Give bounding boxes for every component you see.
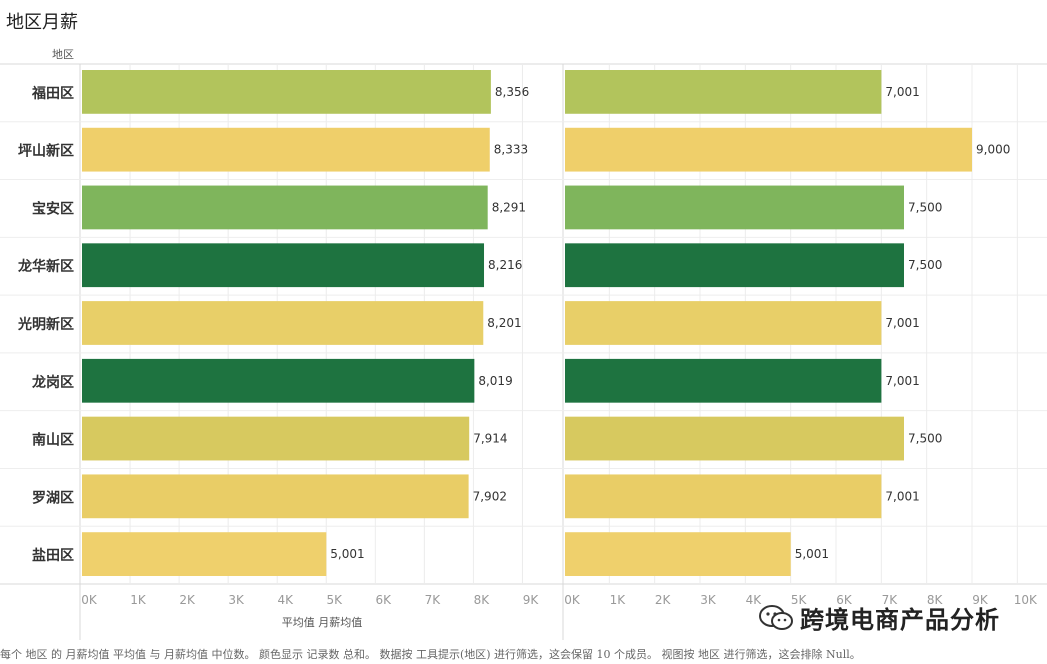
footnote: 每个 地区 的 月薪均值 平均值 与 月薪均值 中位数。 颜色显示 记录数 总和… — [0, 648, 861, 661]
panel-mean-salary: 0K 1K 2K 3K 4K 5K 6K 7K 8K 9K 8,356 8,333 8,291 8,216… — [81, 64, 539, 629]
bar — [565, 243, 904, 288]
x-axis-title: 平均值 月薪均值 — [282, 616, 363, 629]
x-tick-label: 9K — [523, 593, 540, 607]
bar — [565, 185, 904, 230]
bar — [82, 416, 470, 461]
data-label: 7,001 — [885, 316, 919, 330]
row-header-label: 地区 — [52, 48, 74, 61]
bar — [82, 70, 491, 114]
category-label: 南山区 — [32, 432, 74, 449]
category-label: 坪山新区 — [18, 143, 74, 160]
category-label: 盐田区 — [32, 547, 74, 564]
category-label: 龙华新区 — [17, 258, 74, 275]
bar — [565, 474, 882, 519]
chart-frame — [0, 63, 1047, 640]
category-label: 宝安区 — [32, 200, 74, 217]
x-tick-label: 9K — [972, 593, 989, 607]
data-label: 7,001 — [885, 374, 919, 388]
category-label: 光明新区 — [17, 316, 74, 333]
x-tick-label: 8K — [474, 593, 491, 607]
category-label: 福田区 — [31, 85, 74, 102]
data-label: 8,201 — [487, 316, 521, 330]
bar — [82, 532, 327, 576]
data-label: 5,001 — [795, 547, 829, 561]
chart-title: 地区月薪 — [6, 12, 78, 33]
category-label: 龙岗区 — [31, 374, 74, 391]
data-label: 8,019 — [478, 374, 512, 388]
x-tick-label: 3K — [700, 593, 717, 607]
data-label: 7,914 — [473, 432, 507, 446]
data-label: 8,356 — [495, 85, 529, 99]
data-label: 7,500 — [908, 200, 942, 214]
x-tick-label: 5K — [791, 593, 808, 607]
bar — [82, 358, 475, 403]
bar — [82, 185, 488, 230]
data-label: 8,333 — [494, 143, 528, 157]
bar — [565, 416, 904, 461]
x-tick-label: 2K — [179, 593, 196, 607]
x-tick-label: 8K — [927, 593, 944, 607]
bar — [82, 243, 485, 288]
x-tick-label: 7K — [882, 593, 899, 607]
bar — [565, 127, 972, 172]
x-tick-label: 1K — [130, 593, 147, 607]
data-label: 8,291 — [492, 200, 526, 214]
category-label: 罗湖区 — [32, 490, 74, 506]
x-tick-label: 1K — [610, 593, 627, 607]
x-tick-label: 10K — [1014, 593, 1038, 607]
x-tick-label: 0K — [564, 593, 581, 607]
x-tick-label: 5K — [327, 593, 344, 607]
data-label: 7,500 — [908, 432, 942, 446]
bar — [565, 301, 882, 345]
x-tick-label: 0K — [81, 593, 98, 607]
x-tick-label: 6K — [376, 593, 393, 607]
x-tick-label: 6K — [836, 593, 853, 607]
bar — [565, 70, 882, 114]
data-label: 5,001 — [330, 547, 364, 561]
bar — [565, 532, 791, 576]
data-label: 9,000 — [976, 143, 1010, 157]
bar — [82, 127, 490, 172]
bar — [565, 358, 882, 403]
wechat-icon — [759, 604, 793, 630]
bar — [82, 474, 469, 519]
bar — [82, 301, 484, 345]
data-label: 7,001 — [885, 85, 919, 99]
x-tick-label: 2K — [655, 593, 672, 607]
x-tick-label: 4K — [277, 593, 294, 607]
x-tick-label: 3K — [228, 593, 245, 607]
watermark: 跨境电商产品分析 — [758, 600, 1000, 635]
data-label: 7,500 — [908, 258, 942, 272]
data-label: 7,001 — [885, 489, 919, 503]
panel-median-salary: 0K 1K 2K 3K 4K 5K 6K 7K 8K 9K 10K 7,001 9,000 7,500 7,… — [564, 64, 1038, 607]
data-label: 7,902 — [473, 489, 507, 503]
watermark-text: 跨境电商产品分析 — [800, 606, 1000, 634]
data-label: 8,216 — [488, 258, 522, 272]
x-tick-label: 7K — [425, 593, 442, 607]
x-tick-label: 4K — [746, 593, 763, 607]
